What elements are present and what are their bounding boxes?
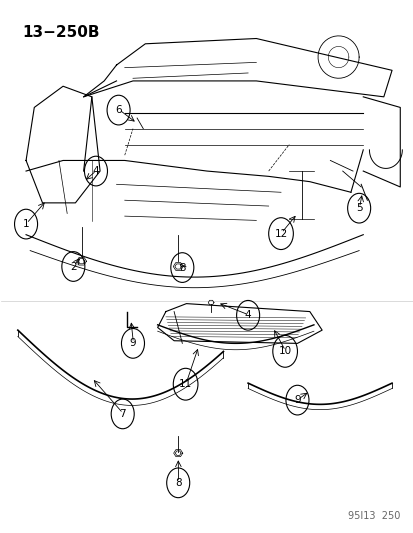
Text: 9: 9: [129, 338, 136, 349]
Text: 13−250B: 13−250B: [22, 25, 99, 41]
Text: 4: 4: [93, 166, 99, 176]
Text: 12: 12: [274, 229, 287, 239]
Text: 95I13  250: 95I13 250: [347, 511, 399, 521]
Text: 5: 5: [355, 203, 362, 213]
Text: 8: 8: [174, 478, 181, 488]
Text: 9: 9: [294, 395, 300, 405]
Text: 6: 6: [115, 105, 121, 115]
Text: 7: 7: [119, 409, 126, 419]
Text: 3: 3: [178, 263, 185, 272]
Text: 4: 4: [244, 310, 251, 320]
Text: 11: 11: [178, 379, 192, 389]
Text: 2: 2: [70, 262, 76, 271]
Text: 1: 1: [23, 219, 29, 229]
Text: 10: 10: [278, 346, 291, 357]
